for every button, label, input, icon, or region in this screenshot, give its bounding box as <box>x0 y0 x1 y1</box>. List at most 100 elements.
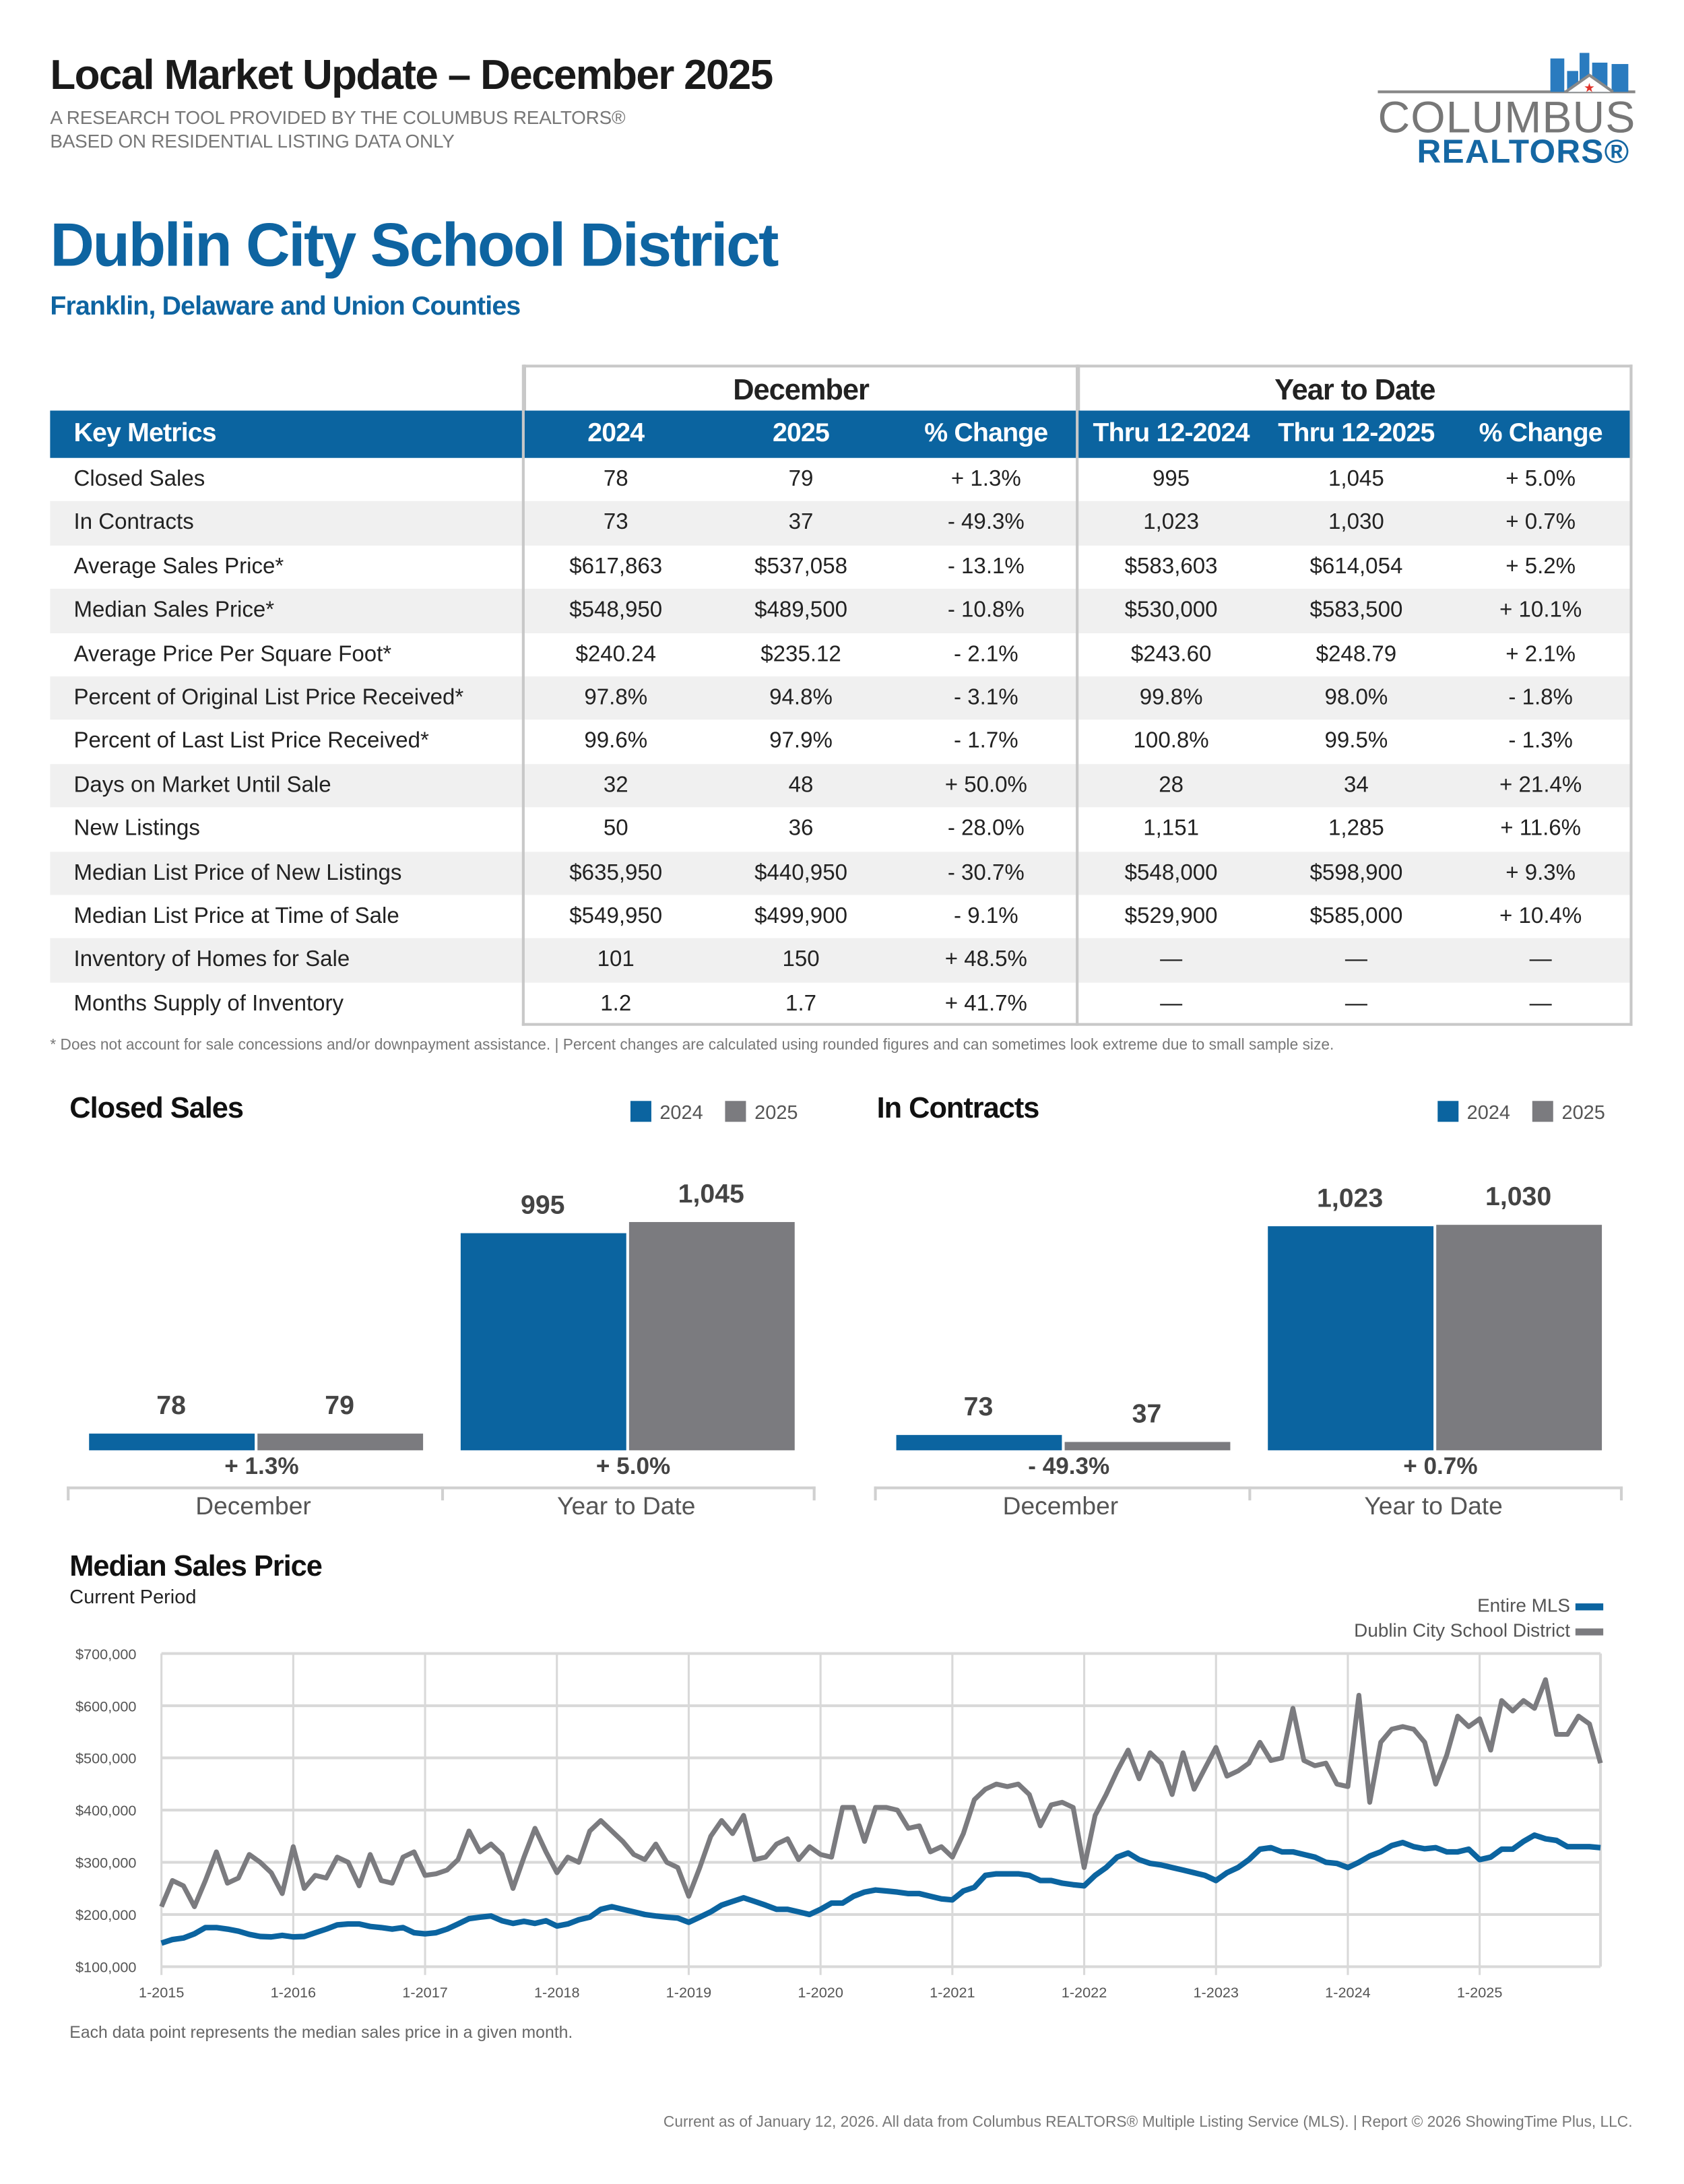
metric-label: Days on Market Until Sale <box>73 773 331 798</box>
change-label: + 5.0% <box>595 1453 671 1480</box>
table-body: Closed Sales 78 79 + 1.3% 995 1,045 + 5.0% In C… <box>50 458 1633 1026</box>
category-label: Year to Date <box>557 1491 696 1520</box>
metric-value: $248.79 <box>1316 642 1397 666</box>
metric-value: + 5.2% <box>1505 554 1576 579</box>
metric-value: 28 <box>1159 773 1184 798</box>
metric-value: 99.6% <box>584 730 648 754</box>
table-row: Median List Price at Time of Sale $549,95… <box>50 895 1632 938</box>
metric-label: Closed Sales <box>73 468 205 492</box>
report-title: Local Market Update – December 2025 <box>50 53 773 99</box>
bar-2025-1 <box>628 1222 795 1450</box>
metric-value: $440,950 <box>754 860 847 885</box>
x-axis-tick <box>1248 1486 1252 1501</box>
x-tick-label: 1-2024 <box>1325 1984 1371 2001</box>
metric-value: 97.9% <box>769 730 833 754</box>
table-row: Median List Price of New Listings $635,95… <box>50 851 1633 895</box>
metric-value: $598,900 <box>1309 860 1403 885</box>
in-contracts-chart: In Contracts 2024 2025 73 37 - 49.3% December 1… <box>807 1086 1642 1531</box>
x-tick-label: 1-2025 <box>1457 1984 1503 2001</box>
y-tick-label: $400,000 <box>75 1802 136 1819</box>
legend-swatch <box>1532 1101 1554 1122</box>
category-label: December <box>195 1491 311 1520</box>
bar-value-label: 1,045 <box>678 1180 744 1210</box>
metric-value: $549,950 <box>569 904 663 928</box>
legend-item-2024: 2024 <box>630 1101 703 1123</box>
col-2024: 2024 <box>587 418 645 449</box>
table-row: Median Sales Price* $548,950 $489,500 - 10.… <box>50 589 1633 633</box>
x-axis-tick <box>812 1486 816 1501</box>
legend-swatch <box>630 1101 651 1122</box>
metric-value: 48 <box>788 773 814 798</box>
metric-value: 1,023 <box>1143 511 1199 536</box>
metric-value: $585,000 <box>1309 904 1403 928</box>
table-row: Closed Sales 78 79 + 1.3% 995 1,045 + 5.0% <box>50 458 1632 502</box>
x-tick-label: 1-2022 <box>1062 1984 1107 2001</box>
table-row: Percent of Original List Price Received*… <box>50 676 1633 720</box>
metric-value: - 1.7% <box>954 730 1018 754</box>
y-tick-label: $500,000 <box>75 1750 136 1767</box>
divider <box>1629 364 1633 1026</box>
metric-value: + 0.7% <box>1505 511 1576 536</box>
metric-value: — <box>1160 992 1183 1016</box>
metric-value: 98.0% <box>1324 686 1388 710</box>
legend-item-2024: 2024 <box>1437 1101 1510 1123</box>
metric-value: 32 <box>603 773 628 798</box>
x-tick-label: 1-2021 <box>930 1984 975 2001</box>
legend-item-2025: 2025 <box>1532 1101 1605 1123</box>
metric-value: — <box>1345 948 1367 972</box>
bar-2025-0 <box>257 1433 424 1450</box>
metric-value: $530,000 <box>1124 598 1218 622</box>
metric-value: 1.2 <box>600 992 632 1016</box>
report-subtitle: A RESEARCH TOOL PROVIDED BY THE COLUMBUS… <box>50 107 626 129</box>
group-header-december: December <box>523 364 1079 411</box>
metric-value: $548,000 <box>1124 860 1218 885</box>
metric-label: Percent of Original List Price Received* <box>73 686 464 710</box>
x-tick-label: 1-2020 <box>798 1984 843 2001</box>
category-label: December <box>1002 1491 1119 1520</box>
metric-value: — <box>1529 992 1552 1016</box>
legend-district: Dublin City School District <box>1354 1619 1604 1644</box>
metric-value: $583,500 <box>1309 598 1403 622</box>
col-key-metrics: Key Metrics <box>73 418 217 449</box>
metric-value: + 21.4% <box>1499 773 1582 798</box>
col-thru-2024: Thru 12-2024 <box>1093 418 1250 449</box>
category-label: Year to Date <box>1364 1491 1503 1520</box>
bar-value-label: 79 <box>325 1391 354 1421</box>
metric-value: - 28.0% <box>947 817 1025 841</box>
x-tick-label: 1-2017 <box>402 1984 448 2001</box>
metric-value: 1,285 <box>1328 817 1384 841</box>
bar-2024-1 <box>1268 1227 1434 1450</box>
bar-value-label: 73 <box>963 1392 994 1422</box>
metric-value: + 11.6% <box>1500 817 1582 841</box>
metric-value: $499,900 <box>754 904 847 928</box>
metric-value: $529,900 <box>1124 904 1218 928</box>
col-pct-change: % Change <box>924 418 1048 449</box>
chart-title: In Contracts <box>876 1092 1040 1125</box>
metric-value: 995 <box>1153 468 1190 492</box>
metric-value: 97.8% <box>584 686 648 710</box>
chart-legend: 2024 2025 <box>630 1101 820 1123</box>
median-price-subtitle: Current Period <box>69 1585 197 1608</box>
metric-value: 94.8% <box>769 686 833 710</box>
metric-value: — <box>1345 992 1367 1016</box>
bar-2025-1 <box>1436 1225 1602 1450</box>
chart-title: Closed Sales <box>69 1092 244 1125</box>
metric-label: Inventory of Homes for Sale <box>73 948 350 972</box>
y-tick-label: $300,000 <box>75 1855 136 1871</box>
metric-value: — <box>1160 948 1183 972</box>
metric-value: $635,950 <box>569 860 663 885</box>
table-row: Average Sales Price* $617,863 $537,058 - 13… <box>50 545 1632 589</box>
y-tick-label: $700,000 <box>75 1646 136 1663</box>
legend-item-2025: 2025 <box>725 1101 798 1123</box>
table-footnote: * Does not account for sale concessions … <box>50 1037 1334 1054</box>
bar-2024-0 <box>89 1433 255 1450</box>
col-ytd-pct-change: % Change <box>1479 418 1603 449</box>
table-header-row: Key Metrics 2024 2025 % Change Thru 12-2… <box>50 410 1633 458</box>
metric-label: Months Supply of Inventory <box>73 992 344 1016</box>
divider <box>1076 364 1079 1026</box>
svg-text:★: ★ <box>1584 80 1595 94</box>
metric-value: + 48.5% <box>944 948 1027 972</box>
legend-swatch <box>1575 1628 1604 1636</box>
metric-value: - 1.8% <box>1508 686 1573 710</box>
median-price-title: Median Sales Price <box>69 1550 323 1583</box>
